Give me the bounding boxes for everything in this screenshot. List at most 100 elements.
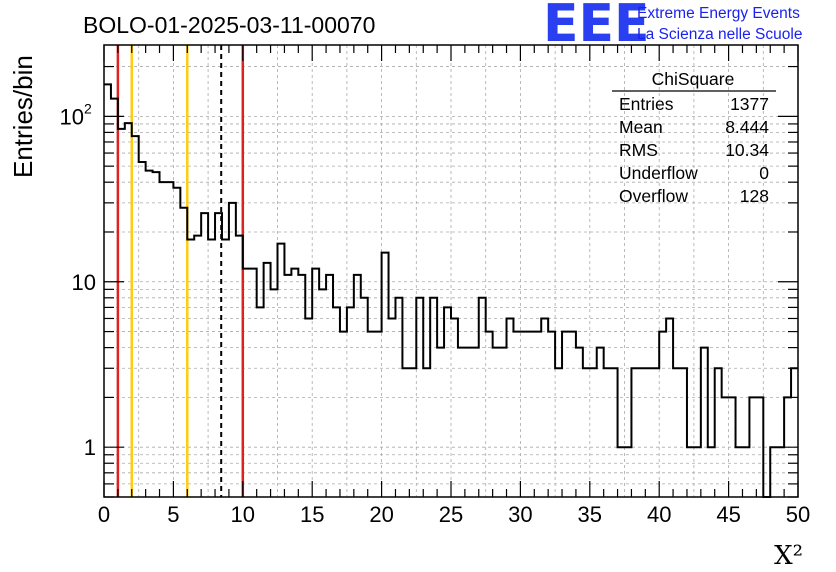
chart-title: BOLO-01-2025-03-11-00070 xyxy=(83,12,375,38)
histogram-bin xyxy=(354,275,361,497)
stats-value: 8.444 xyxy=(725,117,769,137)
x-tick-label: 50 xyxy=(786,502,810,527)
histogram-step xyxy=(104,83,798,498)
x-tick-label: 45 xyxy=(716,502,740,527)
histogram-bin xyxy=(590,368,597,497)
histogram-bin xyxy=(534,332,541,497)
eee-logo: EEE Extreme Energy Events La Scienza nel… xyxy=(543,0,802,54)
histogram-bin xyxy=(541,318,548,497)
histogram-bin xyxy=(555,368,562,497)
histogram-bin xyxy=(493,348,500,497)
histogram-bin xyxy=(652,368,659,497)
histogram-bin xyxy=(187,240,194,497)
y-axis-title: Entries/bin xyxy=(8,55,38,178)
histogram-bin xyxy=(736,447,743,497)
histogram-bin xyxy=(347,307,354,497)
histogram-bin xyxy=(194,236,201,497)
histogram-bin xyxy=(687,447,694,497)
histogram-bin xyxy=(777,447,784,497)
histogram-bin xyxy=(180,208,187,497)
histogram-bin xyxy=(236,236,243,497)
histogram-bin xyxy=(437,348,444,497)
histogram-bin xyxy=(333,307,340,497)
histogram-bin xyxy=(638,368,645,497)
histogram-bin xyxy=(395,298,402,497)
histogram-bin xyxy=(548,332,555,497)
x-tick-label: 20 xyxy=(369,502,393,527)
x-tick-labels: 0 5 10 15 20 25 30 35 40 45 50 xyxy=(98,502,810,527)
histogram-bin xyxy=(562,332,569,497)
histogram-bin xyxy=(132,136,139,497)
histogram-bin xyxy=(604,368,611,497)
histogram-bin xyxy=(430,298,437,497)
histogram-bin xyxy=(513,332,520,497)
stats-label: RMS xyxy=(619,140,658,160)
histogram-bin xyxy=(701,348,708,497)
histogram-bin xyxy=(576,348,583,497)
histogram-bin xyxy=(694,447,701,497)
histogram-bin xyxy=(368,332,375,497)
histogram-bin xyxy=(250,269,257,497)
histogram-bin xyxy=(222,240,229,497)
histogram-bin xyxy=(284,275,291,497)
histogram-bin xyxy=(520,332,527,497)
y-tick-label: 10 xyxy=(72,270,96,295)
histogram-bin xyxy=(444,307,451,497)
x-tick-label: 30 xyxy=(508,502,532,527)
stats-box: ChiSquare Entries 1377 Mean 8.444 RMS 10.34 Un… xyxy=(612,69,776,206)
histogram-bin xyxy=(229,203,236,497)
histogram-bin xyxy=(118,129,125,497)
histogram-bin xyxy=(659,332,666,497)
histogram-bars xyxy=(104,83,798,498)
histogram-bin xyxy=(645,368,652,497)
stats-label: Mean xyxy=(619,117,663,137)
histogram-bin xyxy=(527,332,534,497)
histogram-bin xyxy=(389,318,396,497)
stats-value: 1377 xyxy=(730,94,769,114)
histogram-bin xyxy=(500,348,507,497)
x-tick-label: 0 xyxy=(98,502,110,527)
histogram-bin xyxy=(312,269,319,497)
histogram-bin xyxy=(264,263,271,497)
stats-value: 10.34 xyxy=(725,140,769,160)
histogram-bin xyxy=(611,368,618,497)
x-tick-label: 25 xyxy=(439,502,463,527)
histogram-bin xyxy=(215,213,222,497)
histogram-bin xyxy=(173,188,180,497)
histogram-bin xyxy=(139,162,146,497)
histogram-bin xyxy=(382,253,389,497)
x-tick-label: 35 xyxy=(578,502,602,527)
logo-text: EEE xyxy=(543,0,650,54)
y-tick-exponent: 2 xyxy=(84,100,92,116)
histogram-bin xyxy=(722,397,729,497)
stats-value: 128 xyxy=(740,186,769,206)
histogram-bin xyxy=(104,84,111,497)
histogram-bin xyxy=(631,368,638,497)
histogram-bin xyxy=(625,447,632,497)
stats-value: 0 xyxy=(759,163,769,183)
histogram-bin xyxy=(291,269,298,497)
histogram-bin xyxy=(597,348,604,497)
histogram-bin xyxy=(160,182,167,497)
histogram-bin xyxy=(257,307,264,497)
y-tick-label: 1 xyxy=(84,435,96,460)
histogram-bin xyxy=(666,318,673,497)
logo-line-2: La Scienza nelle Scuole xyxy=(637,26,802,43)
histogram-bin xyxy=(319,289,326,497)
histogram-bin xyxy=(680,368,687,497)
histogram-bin xyxy=(451,318,458,497)
histogram-bin xyxy=(673,368,680,497)
histogram-bin xyxy=(340,332,347,497)
histogram-bin xyxy=(791,368,798,497)
stats-title: ChiSquare xyxy=(652,69,735,89)
axis-ticks xyxy=(103,45,799,498)
histogram-bin xyxy=(416,298,423,497)
histogram-bin xyxy=(770,447,777,497)
histogram-bin xyxy=(708,447,715,497)
histogram-bin xyxy=(146,171,153,497)
stats-label: Entries xyxy=(619,94,674,114)
histogram-bin xyxy=(569,332,576,497)
stats-label: Overflow xyxy=(619,186,688,206)
histogram-bin xyxy=(479,298,486,497)
